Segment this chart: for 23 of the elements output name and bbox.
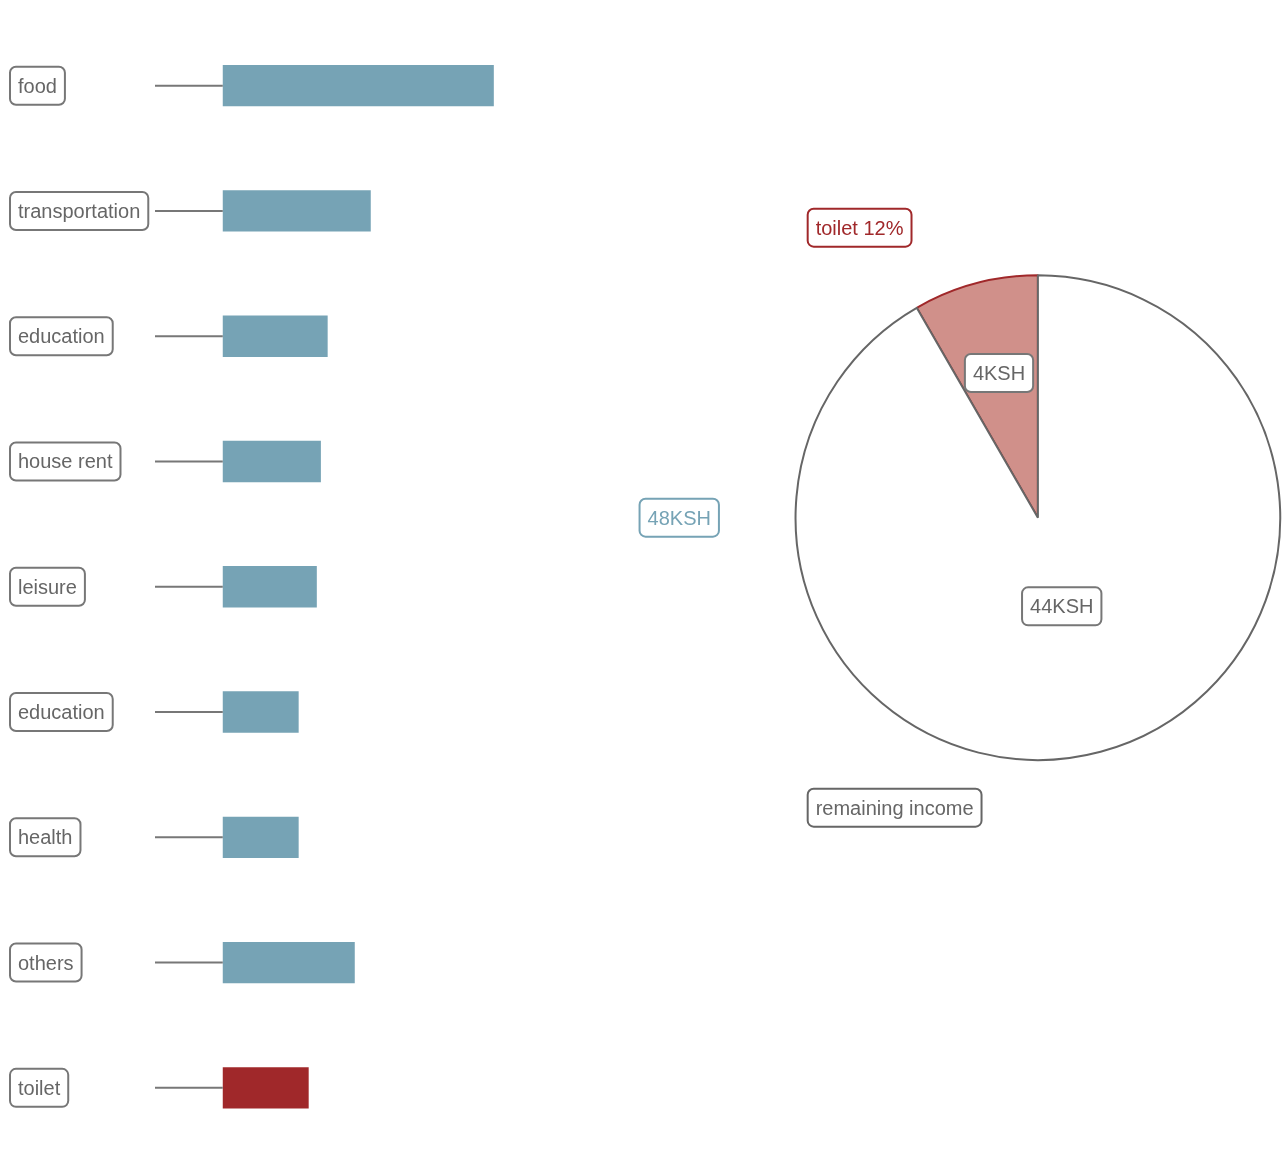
y-tick-label: leisure	[17, 575, 77, 598]
y-tick-label: house rent	[17, 450, 113, 473]
y-tick-label: others	[17, 951, 74, 974]
slice-label: remaining income	[815, 796, 974, 819]
data-label: 4KSH	[972, 361, 1026, 384]
slice-label: toilet 12%	[815, 216, 904, 239]
bar	[222, 65, 494, 107]
bar	[222, 691, 299, 733]
y-tick-label: food	[17, 74, 57, 97]
y-tick-label: transportation	[17, 199, 141, 222]
y-tick-label: education	[17, 701, 105, 724]
data-label: 44KSH	[1030, 595, 1094, 618]
bar	[222, 816, 299, 858]
bar	[222, 1067, 309, 1109]
bar	[222, 566, 317, 608]
y-tick-label: toilet	[17, 1076, 61, 1099]
y-tick-label: education	[17, 325, 105, 348]
y-tick-label: health	[17, 826, 73, 849]
bar	[222, 440, 321, 483]
bar	[222, 315, 328, 357]
bar	[222, 190, 371, 232]
bar	[222, 941, 355, 984]
text: 48KSH	[647, 506, 711, 529]
